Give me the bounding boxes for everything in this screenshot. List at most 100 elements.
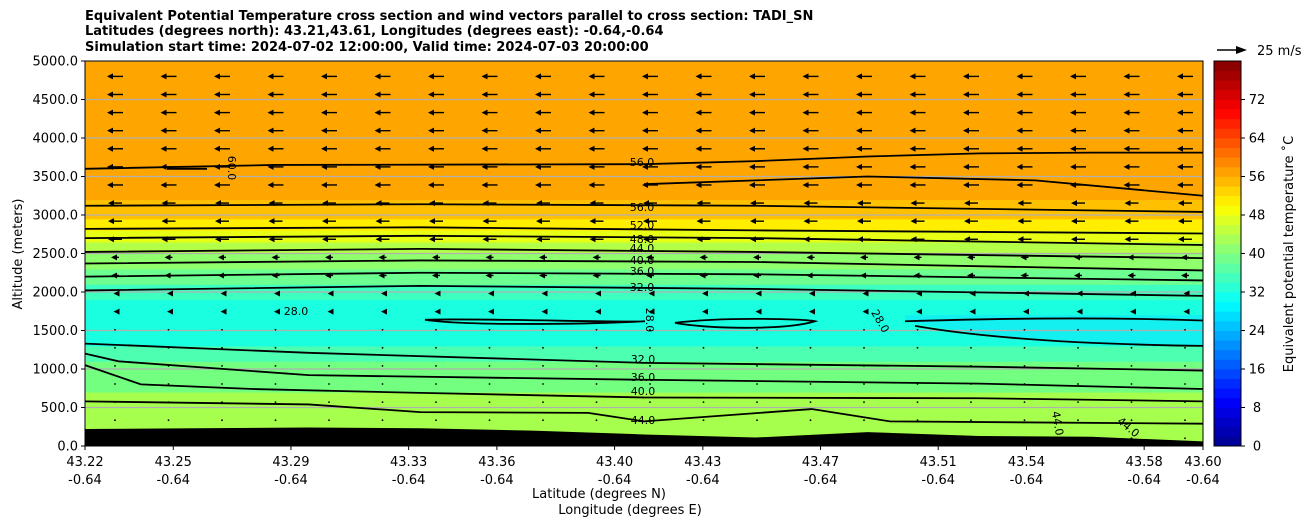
wind-vector-108 <box>274 346 277 349</box>
wind-vector-220 <box>646 254 654 261</box>
wind-vector-166 <box>1130 308 1136 315</box>
wind-vector-242 <box>696 236 711 243</box>
y-tick-label-5: 2500.0 <box>33 247 79 262</box>
colorbar-segment-32 <box>1214 128 1241 139</box>
wind-vector-129 <box>274 328 277 331</box>
colorbar-segment-15 <box>1214 292 1241 303</box>
wind-vector-106 <box>167 346 170 349</box>
wind-vector-219 <box>592 254 601 261</box>
wind-vector-326 <box>695 163 712 170</box>
contour-label-14: 44.0 <box>631 414 656 427</box>
wind-vector-218 <box>539 254 547 261</box>
wind-vector-377 <box>1177 127 1193 134</box>
wind-vector-26 <box>381 419 384 422</box>
wind-vector-309 <box>909 181 926 188</box>
wind-vector-66 <box>274 383 277 385</box>
wind-vector-194 <box>378 272 387 279</box>
wind-vector-363 <box>428 127 444 134</box>
wind-vector-67 <box>328 383 330 385</box>
wind-vector-412 <box>802 91 819 98</box>
wind-vector-356 <box>1177 145 1193 152</box>
chart-title-line-3: Simulation start time: 2024-07-02 12:00:… <box>85 40 649 55</box>
wind-vector-350 <box>856 145 872 152</box>
wind-vector-365 <box>535 127 551 134</box>
wind-vector-382 <box>321 109 337 116</box>
x-tick-lat-2: 43.29 <box>272 455 309 470</box>
wind-vector-418 <box>1123 91 1140 98</box>
wind-vector-253 <box>161 218 176 225</box>
wind-vector-417 <box>1070 91 1086 98</box>
contour-label-5: 40.0 <box>630 254 655 267</box>
wind-vector-272 <box>1178 218 1192 225</box>
wind-vector-73 <box>649 383 651 385</box>
wind-vector-346 <box>642 145 658 152</box>
theta-layer-3 <box>85 345 1203 362</box>
wind-vector-78 <box>916 383 919 385</box>
wind-vector-380 <box>214 109 230 116</box>
wind-vector-100 <box>970 365 972 367</box>
y-tick-label-3: 1500.0 <box>33 324 79 339</box>
wind-vector-408 <box>588 91 605 98</box>
wind-vector-184 <box>969 290 976 297</box>
wind-vector-120 <box>916 346 919 349</box>
contour-line-3 <box>85 226 1203 235</box>
wind-vector-178 <box>648 290 655 297</box>
wind-vector-99 <box>916 365 919 367</box>
wind-vector-176 <box>541 290 548 297</box>
wind-vector-268 <box>964 218 978 225</box>
wind-vector-281 <box>536 200 550 207</box>
wind-vector-391 <box>802 109 819 116</box>
wind-vector-52 <box>649 401 651 404</box>
colorbar-segment-29 <box>1214 157 1241 168</box>
wind-vector-13 <box>809 437 812 440</box>
wind-vector-10 <box>649 437 651 440</box>
wind-vector-322 <box>481 163 498 170</box>
wind-vector-32 <box>702 419 705 422</box>
wind-vector-96 <box>756 365 758 367</box>
wind-vector-190 <box>164 272 173 279</box>
wind-vector-243 <box>750 236 764 243</box>
wind-vector-228 <box>1074 254 1082 261</box>
wind-vector-298 <box>321 181 337 188</box>
wind-vector-118 <box>809 346 812 349</box>
wind-vector-375 <box>1070 127 1086 134</box>
x-tick-lat-8: 43.51 <box>920 455 957 470</box>
wind-vector-247 <box>964 236 978 243</box>
wind-vector-393 <box>909 109 926 116</box>
wind-vector-80 <box>1023 383 1026 385</box>
wind-vector-276 <box>268 200 283 207</box>
wind-vector-406 <box>481 91 498 98</box>
wind-vector-290 <box>1017 200 1032 207</box>
wind-vector-51 <box>595 401 598 404</box>
wind-vector-351 <box>909 145 926 152</box>
colorbar-segment-34 <box>1214 109 1241 120</box>
wind-vector-352 <box>963 145 979 152</box>
wind-vector-236 <box>375 236 390 243</box>
wind-vector-7 <box>488 437 491 440</box>
wind-vector-142 <box>970 328 972 331</box>
wind-vector-207 <box>1074 272 1082 279</box>
contour-line-5 <box>85 247 1203 260</box>
wind-vector-416 <box>1016 91 1033 98</box>
wind-vector-305 <box>695 181 712 188</box>
wind-vector-135 <box>595 328 598 331</box>
wind-vector-217 <box>485 254 494 261</box>
colorbar-segment-27 <box>1214 176 1241 187</box>
wind-vector-387 <box>588 109 605 116</box>
wind-vector-127 <box>167 328 170 331</box>
wind-vector-105 <box>114 346 116 349</box>
wind-vector-214 <box>325 254 333 261</box>
wind-vector-238 <box>482 236 497 243</box>
wind-vector-3 <box>274 437 277 440</box>
wind-vector-353 <box>1016 145 1033 152</box>
wind-vector-0 <box>114 437 116 440</box>
wind-vector-222 <box>753 254 761 261</box>
wind-vector-338 <box>214 145 230 152</box>
wind-vector-70 <box>488 383 491 385</box>
wind-vector-158 <box>702 308 708 315</box>
wind-vector-310 <box>963 181 979 188</box>
wind-vector-250 <box>1124 236 1139 243</box>
colorbar-label: Equivalent potential temperature ˚C <box>1281 136 1297 372</box>
wind-vector-56 <box>863 401 865 404</box>
